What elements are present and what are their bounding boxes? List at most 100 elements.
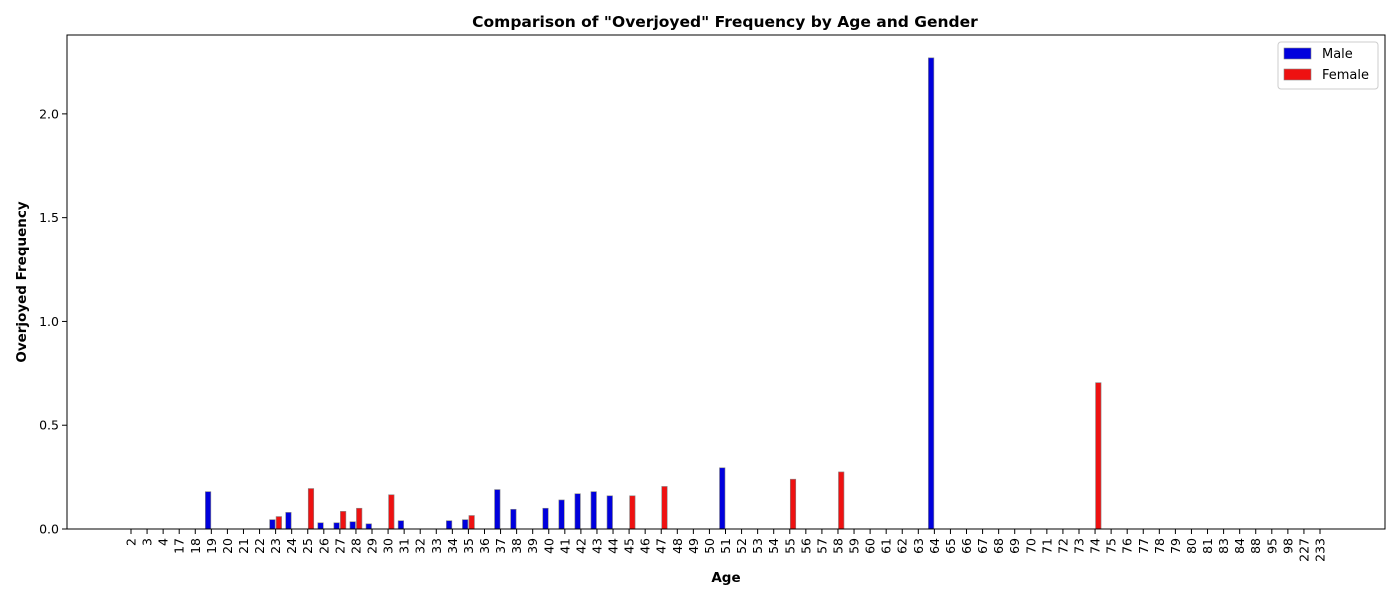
x-tick-label: 21: [236, 538, 251, 554]
x-tick-label: 32: [413, 538, 428, 554]
x-tick-label: 70: [1023, 538, 1038, 554]
bar-female-30: [388, 494, 395, 530]
bar-male-26: [317, 522, 324, 530]
x-tick-label: 46: [638, 538, 653, 554]
bar-female-27: [340, 511, 347, 530]
x-tick-label: 50: [702, 538, 717, 554]
bar-male-43: [590, 491, 597, 530]
bar-female-47: [661, 486, 668, 530]
x-axis: 2 3 4 17 18 19 20 21 22 23 24 25 26 27 28 29 30 31 32 33 34 3…: [124, 529, 1328, 562]
x-tick-label: 47: [654, 538, 669, 554]
x-tick-label: 19: [204, 538, 219, 554]
x-tick-label: 58: [830, 538, 845, 554]
x-tick-label: 81: [1200, 538, 1215, 554]
x-tick-label: 59: [847, 538, 862, 554]
legend-swatch-male: [1283, 47, 1312, 60]
bar-female-55: [789, 478, 797, 530]
x-tick-label: 79: [1168, 538, 1183, 554]
x-tick-label: 66: [959, 538, 974, 554]
x-tick-label: 84: [1232, 538, 1247, 554]
bar-male-51: [719, 467, 726, 530]
x-tick-label: 33: [429, 538, 444, 554]
bar-female-74: [1095, 382, 1102, 530]
x-tick-label: 43: [589, 538, 604, 554]
x-tick-label: 41: [557, 538, 572, 554]
x-tick-label: 26: [316, 538, 331, 554]
x-tick-label: 44: [606, 538, 621, 554]
bar-male-34: [446, 520, 453, 530]
bar-male-42: [574, 493, 581, 530]
x-tick-label: 78: [1152, 538, 1167, 554]
x-tick-label: 95: [1264, 538, 1279, 554]
x-tick-label: 73: [1071, 538, 1086, 554]
x-tick-label: 57: [814, 538, 829, 554]
x-tick-label: 20: [220, 538, 235, 554]
x-tick-label: 65: [943, 538, 958, 554]
bar-male-38: [510, 508, 517, 530]
x-tick-label: 83: [1216, 538, 1231, 554]
bar-female-28: [356, 507, 363, 530]
legend-label-female: Female: [1322, 68, 1369, 83]
bar-male-64: [928, 57, 935, 530]
x-tick-label: 28: [348, 538, 363, 554]
x-tick-label: 52: [734, 538, 749, 554]
x-tick-label: 36: [477, 538, 492, 554]
x-tick-label: 63: [911, 538, 926, 554]
x-tick-label: 18: [188, 538, 203, 554]
bar-female-45: [629, 495, 636, 530]
x-tick-label: 35: [461, 538, 476, 554]
x-tick-label: 45: [622, 538, 637, 554]
y-tick-label: 1.0: [39, 314, 59, 329]
y-axis-title: Overjoyed Frequency: [14, 201, 30, 363]
x-tick-label: 88: [1248, 538, 1263, 554]
bar-male-35: [462, 519, 469, 530]
x-tick-label: 68: [991, 538, 1006, 554]
x-tick-label: 64: [927, 538, 942, 554]
x-tick-label: 69: [1007, 538, 1022, 554]
x-tick-label: 72: [1055, 538, 1070, 554]
x-tick-label: 80: [1184, 538, 1199, 554]
x-tick-label: 4: [156, 538, 171, 546]
x-tick-label: 77: [1136, 538, 1151, 554]
x-tick-label: 42: [573, 538, 588, 554]
bar-male-37: [494, 489, 501, 530]
y-tick-label: 0.5: [39, 418, 59, 433]
x-tick-label: 31: [397, 538, 412, 554]
x-tick-label: 24: [284, 538, 299, 554]
x-tick-label: 49: [686, 538, 701, 554]
legend: Male Female: [1277, 41, 1379, 90]
bar-male-27: [333, 522, 340, 530]
bar-male-31: [397, 520, 404, 530]
x-tick-label: 2: [124, 538, 139, 546]
x-tick-label: 25: [300, 538, 315, 554]
y-tick-label: 1.5: [39, 210, 59, 225]
bar-female-25: [307, 488, 315, 530]
x-tick-label: 71: [1039, 538, 1054, 554]
x-tick-label: 27: [332, 538, 347, 554]
x-tick-label: 98: [1280, 538, 1295, 554]
y-tick-label: 0.0: [39, 522, 59, 537]
bar-male-28: [349, 521, 356, 530]
x-tick-label: 37: [493, 538, 508, 554]
x-tick-label: 39: [525, 538, 540, 554]
x-tick-label: 3: [140, 538, 155, 546]
y-tick-label: 2.0: [39, 106, 59, 121]
legend-label-male: Male: [1322, 47, 1353, 62]
x-tick-label: 74: [1088, 538, 1103, 554]
bar-male-23: [269, 519, 276, 530]
x-tick-label: 17: [172, 538, 187, 554]
x-tick-label: 67: [975, 538, 990, 554]
bar-male-29: [365, 523, 372, 530]
bar-female-58: [838, 471, 845, 530]
bar-female-35: [468, 515, 475, 530]
x-tick-label: 34: [445, 538, 460, 554]
x-tick-label: 60: [863, 538, 878, 554]
x-tick-label: 233: [1313, 538, 1328, 562]
x-tick-label: 38: [509, 538, 524, 554]
bars: [205, 57, 1102, 530]
x-axis-title: Age: [711, 570, 740, 586]
bar-male-40: [542, 507, 549, 530]
bar-male-44: [606, 495, 613, 530]
x-tick-label: 30: [381, 538, 396, 554]
